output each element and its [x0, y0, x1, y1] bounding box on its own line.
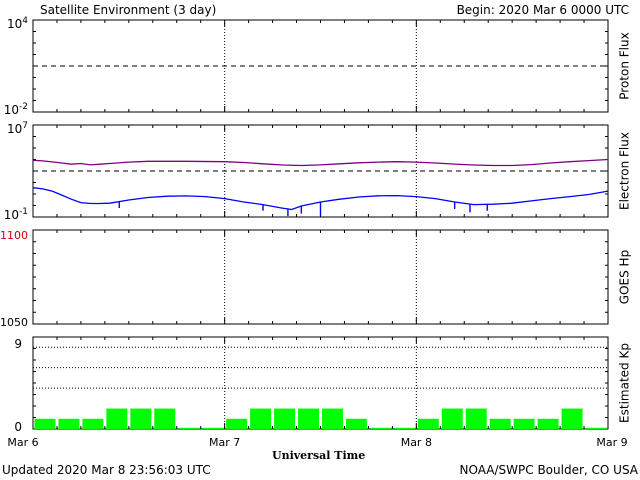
kp-bar	[561, 408, 583, 429]
kp-bar	[250, 408, 272, 429]
proton-ytick-bottom: 10-2	[4, 102, 28, 117]
kp-bar	[202, 427, 224, 429]
goes-ytick-bottom: 1050	[0, 316, 28, 329]
updated-timestamp: Updated 2020 Mar 8 23:56:03 UTC	[2, 463, 211, 477]
kp-bar	[106, 408, 128, 429]
kp-bar	[274, 408, 296, 429]
kp-bar	[178, 427, 200, 429]
electron-ytick-bottom: 10-1	[4, 207, 28, 222]
begin-time: Begin: 2020 Mar 6 0000 UTC	[456, 3, 629, 17]
x-tick-label: Mar 8	[401, 436, 432, 449]
proton-ytick-top: 104	[7, 16, 28, 31]
panel-ylabel-proton: Proton Flux	[618, 32, 632, 99]
panel-ylabel-kp: Estimated Kp	[618, 343, 632, 423]
electron-flux-series-low	[32, 187, 609, 211]
kp-bar	[489, 418, 511, 429]
chart-title: Satellite Environment (3 day)	[40, 3, 217, 17]
kp-bar	[58, 418, 80, 429]
x-tick-label: Mar 6	[7, 436, 38, 449]
kp-bar	[298, 408, 319, 429]
electron-ytick-top: 107	[7, 121, 28, 136]
kp-bar	[154, 408, 176, 429]
kp-bar	[345, 418, 367, 429]
kp-bar	[537, 418, 559, 429]
kp-bar	[34, 418, 56, 429]
x-tick-label: Mar 9	[596, 436, 627, 449]
kp-bar	[226, 418, 248, 429]
goes-ytick-top: 1100	[0, 229, 28, 242]
kp-ytick-bottom: 0	[14, 420, 22, 434]
x-axis-label: Universal Time	[272, 449, 366, 462]
kp-ytick-top: 9	[14, 337, 22, 351]
kp-bar	[585, 427, 607, 429]
kp-bar	[393, 427, 415, 429]
panel-ylabel-electron: Electron Flux	[618, 132, 632, 210]
x-tick-label: Mar 7	[209, 436, 240, 449]
kp-bar	[82, 418, 104, 429]
kp-bar	[417, 418, 439, 429]
kp-bar	[322, 408, 343, 429]
kp-bar	[441, 408, 463, 429]
electron-flux-series-high	[32, 158, 609, 167]
kp-bar	[130, 408, 152, 429]
kp-bar	[513, 418, 535, 429]
kp-bar	[465, 408, 487, 429]
source-credit: NOAA/SWPC Boulder, CO USA	[459, 463, 638, 477]
panel-frame-goes_hp	[32, 229, 609, 325]
panel-ylabel-goes_hp: GOES Hp	[618, 250, 632, 304]
kp-bar	[369, 427, 391, 429]
